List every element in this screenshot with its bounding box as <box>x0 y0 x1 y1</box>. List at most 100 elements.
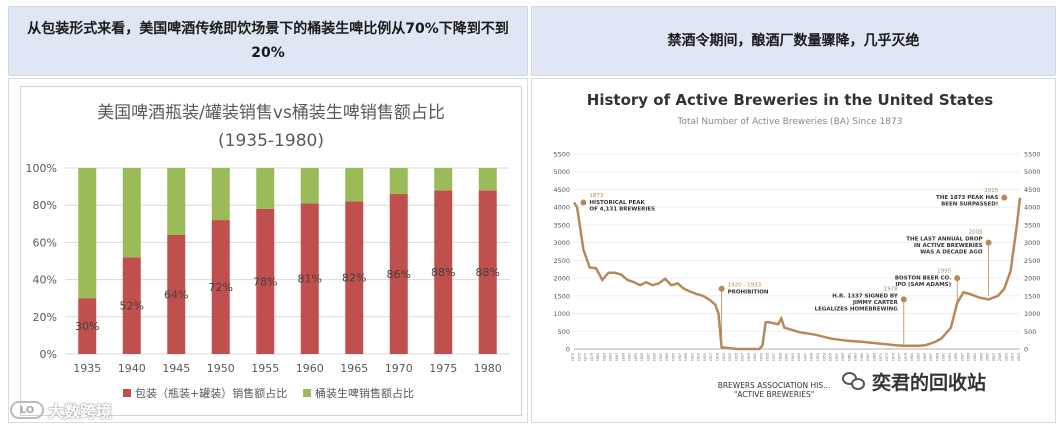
x-tick-label: 1905 <box>672 353 676 361</box>
y-tick-label-right: 5500 <box>1024 151 1041 159</box>
bar-draft <box>211 168 230 221</box>
x-tick-label: 1977 <box>898 353 902 361</box>
x-tick-label: 1937 <box>772 353 776 361</box>
x-tick-label: 1925 <box>734 353 738 361</box>
x-tick-label: 1945 <box>162 362 190 375</box>
y-tick-label-left: 2000 <box>553 275 570 283</box>
watermark-logo-icon: LO <box>10 401 44 419</box>
data-label: 30% <box>75 320 99 333</box>
x-tick-label: 1927 <box>741 353 745 361</box>
data-label: 88% <box>431 266 455 279</box>
x-tick-label: 2003 <box>979 353 983 361</box>
y-tick-label-left: 0 <box>566 346 570 354</box>
x-tick-label: 1935 <box>766 353 770 361</box>
bar-packaged <box>345 201 364 354</box>
annotation-text: THE LAST ANNUAL DROP <box>906 237 982 243</box>
annotation-year: 1995 <box>937 269 951 275</box>
annotation-text: WAS A DECADE AGO <box>920 250 983 256</box>
annotation-marker <box>1001 194 1008 201</box>
x-tick-label: 1960 <box>296 362 324 375</box>
x-tick-label: 1989 <box>935 353 939 361</box>
annotation-text: IN ACTIVE BREWERIES <box>914 243 983 249</box>
x-tick-label: 1970 <box>385 362 413 375</box>
bar-draft <box>256 168 275 209</box>
x-tick-label: 1963 <box>854 353 858 361</box>
x-tick-label: 1980 <box>474 362 502 375</box>
x-tick-label: 2001 <box>973 353 977 361</box>
x-tick-label: 1939 <box>778 353 782 361</box>
y-tick-label: 0% <box>40 348 57 361</box>
x-tick-label: 1987 <box>929 353 933 361</box>
x-tick-label: 1895 <box>640 353 644 361</box>
left-panel-heading: 从包装形式来看，美国啤酒传统即饮场景下的桶装生啤比例从70%下降到不到20% <box>8 6 528 76</box>
legend-label-packaged: 包装（瓶装+罐装）销售额占比 <box>135 386 287 400</box>
source-line-2: "ACTIVE BREWERIES" <box>734 390 814 399</box>
left-panel-heading-text: 从包装形式来看，美国啤酒传统即饮场景下的桶装生啤比例从70%下降到不到20% <box>27 21 509 61</box>
bar-draft <box>389 168 408 195</box>
source-line-1: BREWERS ASSOCIATION HIS... <box>718 381 831 390</box>
x-tick-label: 1965 <box>860 353 864 361</box>
x-tick-label: 1993 <box>948 353 952 361</box>
annotation-year: 1978 <box>884 286 898 292</box>
right-panel-heading: 禁酒令期间，酿酒厂数量骤降，几乎灭绝 <box>531 6 1056 76</box>
x-tick-label: 1887 <box>615 353 619 361</box>
x-tick-label: 1933 <box>759 353 763 361</box>
brewery-history-chart: History of Active Breweries in the Unite… <box>553 91 1041 399</box>
y-tick-label-right: 1500 <box>1024 292 1041 300</box>
legend-swatch-packaged <box>123 389 131 397</box>
x-tick-label: 1945 <box>797 353 801 361</box>
x-tick-label: 1883 <box>602 353 606 361</box>
data-label: 78% <box>253 275 277 288</box>
x-tick-label: 1975 <box>891 353 895 361</box>
x-tick-label: 1961 <box>847 353 851 361</box>
y-tick-label-right: 5000 <box>1024 168 1041 176</box>
x-tick-label: 1957 <box>835 353 839 361</box>
x-tick-label: 1953 <box>822 353 826 361</box>
x-tick-label: 1941 <box>785 353 789 361</box>
x-tick-label: 1985 <box>923 353 927 361</box>
bar-draft <box>434 168 453 191</box>
x-tick-label: 1940 <box>118 362 146 375</box>
bar-packaged <box>78 298 97 354</box>
annotation-year: 2015 <box>984 188 998 194</box>
bar-draft <box>167 168 186 235</box>
bar-packaged <box>122 257 141 354</box>
chart-title: History of Active Breweries in the Unite… <box>587 91 993 109</box>
y-tick-label-left: 3500 <box>553 221 570 229</box>
annotation-text: BEEN SURPASSED! <box>941 202 998 208</box>
annotation-marker <box>954 275 961 282</box>
x-tick-label: 1907 <box>678 353 682 361</box>
x-tick-label: 1923 <box>728 353 732 361</box>
x-tick-label: 1919 <box>715 353 719 361</box>
x-tick-label: 1893 <box>634 353 638 361</box>
y-tick-label-left: 3000 <box>553 239 570 247</box>
y-tick-label-left: 2500 <box>553 257 570 265</box>
legend-label-draft: 桶装生啤销售额占比 <box>315 386 414 400</box>
annotation-text: THE 1873 PEAK HAS <box>936 195 998 201</box>
annotation-marker <box>900 296 907 303</box>
x-tick-label: 2015 <box>1017 353 1021 361</box>
annotation-text: BOSTON BEER CO. <box>895 276 951 282</box>
data-label: 64% <box>164 288 188 301</box>
bar-draft <box>345 168 364 202</box>
bar-packaged <box>434 190 453 354</box>
x-tick-label: 1911 <box>690 353 694 361</box>
x-tick-label: 1879 <box>590 353 594 361</box>
x-tick-label: 1899 <box>653 353 657 361</box>
x-tick-label: 1913 <box>697 353 701 361</box>
annotation-text: JIMMY CARTER <box>852 300 899 306</box>
x-tick-label: 1995 <box>954 353 958 361</box>
x-tick-label: 1875 <box>577 353 581 361</box>
x-tick-label: 1951 <box>816 353 820 361</box>
chart-subtitle: (1935-1980) <box>218 131 324 151</box>
annotation-text: H.R. 1337 SIGNED BY <box>832 293 899 299</box>
y-tick-label-left: 500 <box>558 328 570 336</box>
data-label: 81% <box>298 273 322 286</box>
y-tick-label-right: 4500 <box>1024 186 1041 194</box>
x-tick-label: 1873 <box>571 353 575 361</box>
y-tick-label-left: 1000 <box>553 310 570 318</box>
watermark-right: 奕君的回收站 <box>842 368 986 395</box>
bar-draft <box>122 168 141 258</box>
x-tick-label: 1983 <box>916 353 920 361</box>
x-tick-label: 1877 <box>584 353 588 361</box>
